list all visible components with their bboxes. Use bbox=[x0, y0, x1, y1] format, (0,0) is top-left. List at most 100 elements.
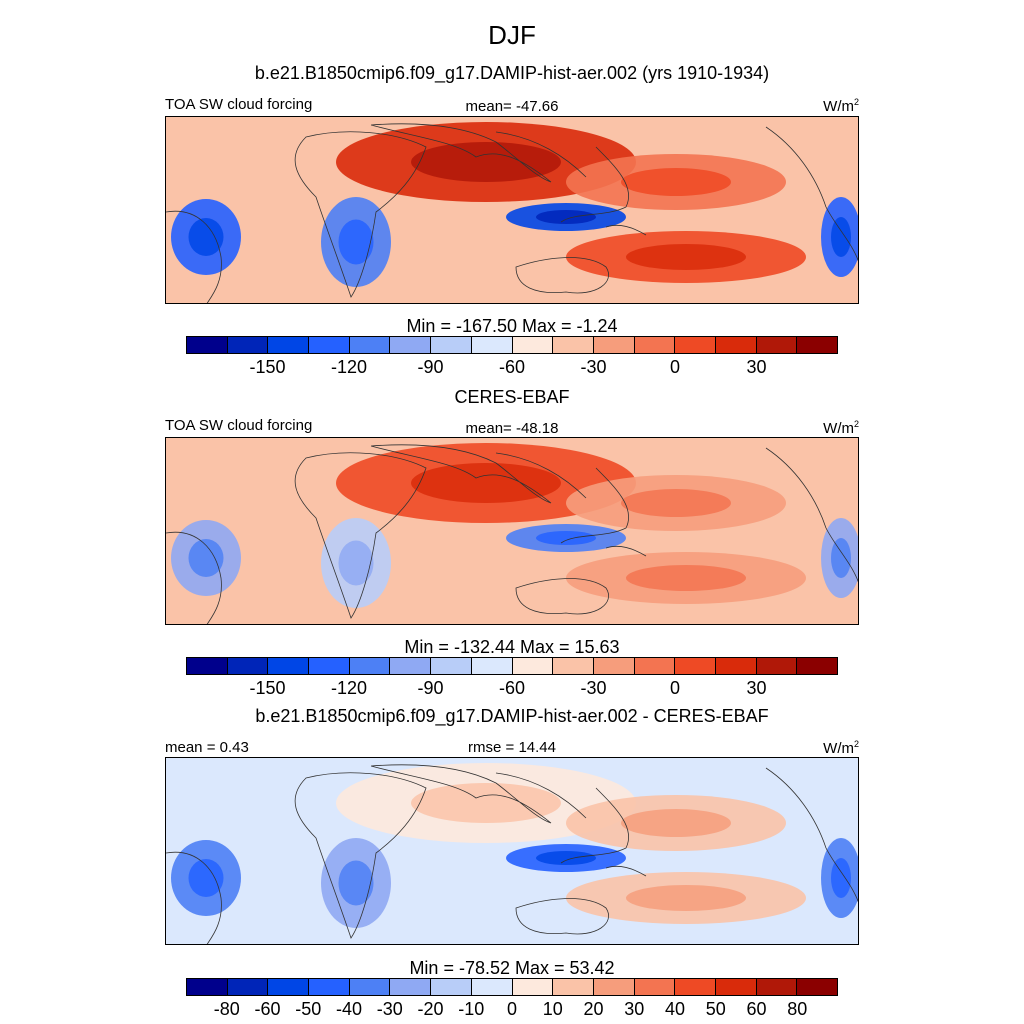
panel-2-colorbar bbox=[186, 657, 838, 675]
colorbar-cell bbox=[431, 658, 472, 674]
colorbar-cell bbox=[431, 337, 472, 353]
colorbar-cell bbox=[715, 337, 757, 353]
colorbar-cell bbox=[268, 979, 310, 995]
colorbar-tick-label: -150 bbox=[249, 357, 286, 377]
field-core-north-pacific bbox=[621, 489, 731, 517]
colorbar-cell bbox=[349, 658, 391, 674]
colorbar-cell bbox=[797, 979, 837, 995]
colorbar-cell bbox=[471, 337, 513, 353]
colorbar-cell bbox=[187, 979, 228, 995]
colorbar-cell bbox=[553, 658, 594, 674]
coastline bbox=[605, 224, 647, 236]
coastline bbox=[515, 578, 609, 615]
colorbar-cell bbox=[512, 979, 554, 995]
colorbar-tick-label: -150 bbox=[249, 678, 286, 698]
colorbar-cell bbox=[187, 337, 228, 353]
colorbar-cell bbox=[349, 337, 391, 353]
colorbar-cell bbox=[593, 337, 635, 353]
colorbar-tick-label: 80 bbox=[787, 999, 808, 1019]
panel-2-title: CERES-EBAF bbox=[454, 387, 570, 407]
panel-3-rmse: rmse = 14.44 bbox=[468, 739, 556, 756]
field-core-southern-africa bbox=[338, 219, 374, 265]
colorbar-tick-label: -60 bbox=[254, 999, 281, 1019]
colorbar-tick-label: 60 bbox=[746, 999, 767, 1019]
field-core-south-pacific bbox=[626, 885, 746, 911]
field-core-south-america bbox=[188, 218, 224, 256]
coastline bbox=[495, 452, 587, 499]
colorbar-tick-label: -20 bbox=[417, 999, 444, 1019]
colorbar-cell bbox=[797, 337, 837, 353]
colorbar-tick-label: -90 bbox=[417, 678, 444, 698]
coastline bbox=[560, 467, 629, 544]
coastline bbox=[370, 444, 552, 504]
coastline bbox=[515, 898, 609, 935]
coastline bbox=[370, 123, 552, 183]
colorbar-tick-label: 40 bbox=[664, 999, 686, 1019]
colorbar-cell bbox=[797, 658, 837, 674]
colorbar-tick-label: 30 bbox=[746, 357, 767, 377]
colorbar-tick-label: -60 bbox=[498, 357, 526, 377]
field-core-south-america bbox=[188, 859, 224, 897]
panel-3-mean: mean = 0.43 bbox=[165, 739, 249, 756]
panel-2-map bbox=[165, 437, 859, 625]
colorbar-cell bbox=[309, 658, 350, 674]
panel-1-minmax: Min = -167.50 Max = -1.24 bbox=[406, 316, 618, 336]
colorbar-tick-label: -10 bbox=[458, 999, 485, 1019]
colorbar-cell bbox=[227, 979, 269, 995]
coastline bbox=[495, 772, 587, 819]
coastline bbox=[294, 452, 427, 619]
coastline bbox=[560, 146, 629, 223]
colorbar-cell bbox=[390, 658, 432, 674]
colorbar-cell bbox=[553, 337, 594, 353]
coastline bbox=[765, 767, 858, 903]
coastline bbox=[166, 210, 222, 303]
colorbar-cell bbox=[553, 979, 594, 995]
colorbar-tick-label: 0 bbox=[506, 999, 518, 1019]
field-core-north-pacific bbox=[621, 809, 731, 837]
panel-3-map bbox=[165, 757, 859, 945]
panel-2-minmax: Min = -132.44 Max = 15.63 bbox=[404, 637, 620, 657]
field-core-southern-africa bbox=[338, 860, 374, 906]
colorbar-tick-label: 20 bbox=[583, 999, 604, 1019]
coastline bbox=[294, 131, 427, 298]
colorbar-tick-label: -80 bbox=[213, 999, 240, 1019]
panel-3-minmax: Min = -78.52 Max = 53.42 bbox=[409, 958, 615, 978]
colorbar-tick-label: 0 bbox=[669, 357, 681, 377]
map-field bbox=[166, 117, 858, 303]
panel-1-units: W/m2 bbox=[823, 97, 859, 115]
field-core-south-america bbox=[831, 538, 851, 578]
colorbar-cell bbox=[227, 658, 269, 674]
colorbar-cell bbox=[471, 658, 513, 674]
colorbar-cell bbox=[756, 658, 798, 674]
panel-3-colorbar bbox=[186, 978, 838, 996]
coastline bbox=[370, 764, 552, 824]
colorbar-cell bbox=[715, 658, 757, 674]
field-core-maritime-continent bbox=[536, 531, 596, 545]
colorbar-cell bbox=[431, 979, 472, 995]
panel-3-units: W/m2 bbox=[823, 739, 859, 757]
colorbar-tick-label: -30 bbox=[376, 999, 403, 1019]
colorbar-tick-label: 30 bbox=[624, 999, 645, 1019]
field-core-south-america bbox=[188, 539, 224, 577]
colorbar-cell bbox=[593, 658, 635, 674]
coastline bbox=[495, 131, 587, 178]
colorbar-cell bbox=[227, 337, 269, 353]
field-core-southern-africa bbox=[338, 540, 374, 586]
panel-2-left-label: TOA SW cloud forcing bbox=[165, 417, 313, 434]
map-field bbox=[166, 758, 858, 944]
colorbar-cell bbox=[390, 979, 432, 995]
colorbar-cell bbox=[634, 337, 676, 353]
colorbar-cell bbox=[512, 658, 554, 674]
field-core-south-america bbox=[831, 858, 851, 898]
panel-2-units: W/m2 bbox=[823, 419, 859, 437]
colorbar-tick-label: 50 bbox=[705, 999, 726, 1019]
colorbar-cell bbox=[634, 979, 676, 995]
field-core-south-pacific bbox=[626, 565, 746, 591]
field-core-africa-sahara bbox=[411, 783, 561, 823]
colorbar-cell bbox=[471, 979, 513, 995]
field-core-maritime-continent bbox=[536, 851, 596, 865]
colorbar-tick-label: -120 bbox=[330, 678, 368, 698]
colorbar-cell bbox=[756, 979, 798, 995]
coastline bbox=[515, 257, 609, 294]
colorbar-cell bbox=[675, 658, 716, 674]
